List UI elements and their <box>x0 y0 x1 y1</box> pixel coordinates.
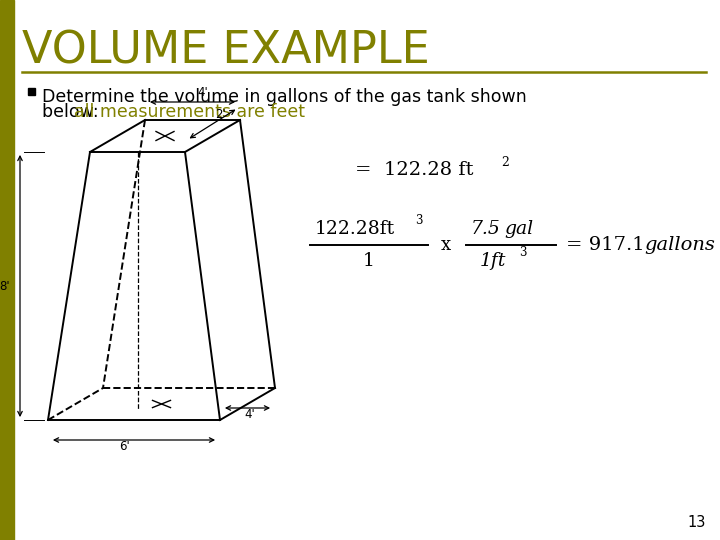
Text: below:: below: <box>42 103 104 121</box>
Text: 1: 1 <box>363 252 375 270</box>
Text: 1ft: 1ft <box>480 252 506 270</box>
Text: 4': 4' <box>197 86 208 99</box>
Text: all measurements are feet: all measurements are feet <box>74 103 305 121</box>
Text: Determine the volume in gallons of the gas tank shown: Determine the volume in gallons of the g… <box>42 88 527 106</box>
Text: 2: 2 <box>501 157 509 170</box>
Text: VOLUME EXAMPLE: VOLUME EXAMPLE <box>22 30 430 73</box>
Text: 13: 13 <box>688 515 706 530</box>
Text: gallons: gallons <box>644 236 715 254</box>
Text: 6': 6' <box>119 440 130 453</box>
Text: x: x <box>441 236 451 254</box>
Text: 8': 8' <box>0 280 10 293</box>
Text: 2': 2' <box>215 108 226 121</box>
Text: =  122.28 ft: = 122.28 ft <box>355 161 474 179</box>
Text: 3: 3 <box>415 214 423 227</box>
Text: 4': 4' <box>244 408 255 421</box>
Text: 3: 3 <box>519 246 526 260</box>
Text: 7.5: 7.5 <box>471 220 500 238</box>
Bar <box>0 0 14 540</box>
Bar <box>28 88 35 95</box>
Text: = 917.1: = 917.1 <box>566 236 644 254</box>
Text: gal: gal <box>504 220 533 238</box>
Text: 122.28ft: 122.28ft <box>315 220 395 238</box>
